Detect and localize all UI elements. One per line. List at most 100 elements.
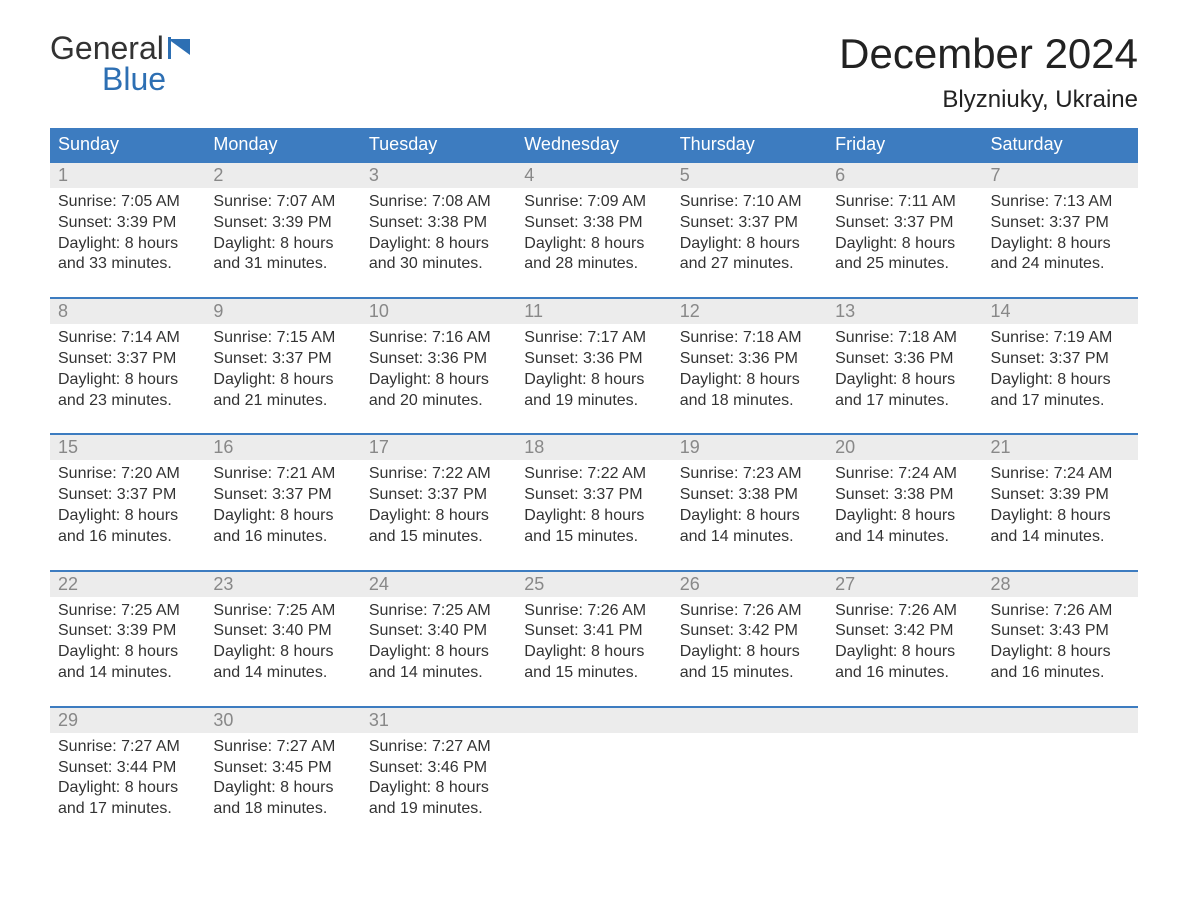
day-header-cell: Sunday bbox=[50, 128, 205, 161]
day-number: 31 bbox=[361, 708, 516, 733]
daylight-line2: and 16 minutes. bbox=[58, 527, 197, 548]
daylight-line1: Daylight: 8 hours bbox=[991, 234, 1130, 255]
daylight-line2: and 28 minutes. bbox=[524, 254, 663, 275]
sunrise-line: Sunrise: 7:23 AM bbox=[680, 464, 819, 485]
daylight-line2: and 23 minutes. bbox=[58, 391, 197, 412]
daylight-line2: and 17 minutes. bbox=[991, 391, 1130, 412]
day-cell: Sunrise: 7:18 AMSunset: 3:36 PMDaylight:… bbox=[672, 324, 827, 415]
day-header-cell: Tuesday bbox=[361, 128, 516, 161]
day-cell bbox=[827, 733, 982, 824]
week: 293031 Sunrise: 7:27 AMSunset: 3:44 PMDa… bbox=[50, 706, 1138, 824]
sunset-line: Sunset: 3:45 PM bbox=[213, 758, 352, 779]
sunrise-line: Sunrise: 7:16 AM bbox=[369, 328, 508, 349]
daylight-line2: and 27 minutes. bbox=[680, 254, 819, 275]
day-number: 24 bbox=[361, 572, 516, 597]
sunrise-line: Sunrise: 7:19 AM bbox=[991, 328, 1130, 349]
day-number bbox=[983, 708, 1138, 733]
day-header-row: SundayMondayTuesdayWednesdayThursdayFrid… bbox=[50, 128, 1138, 161]
day-number-row: 1234567 bbox=[50, 161, 1138, 188]
day-cell bbox=[672, 733, 827, 824]
day-cell: Sunrise: 7:27 AMSunset: 3:46 PMDaylight:… bbox=[361, 733, 516, 824]
day-cell: Sunrise: 7:26 AMSunset: 3:43 PMDaylight:… bbox=[983, 597, 1138, 688]
sunset-line: Sunset: 3:41 PM bbox=[524, 621, 663, 642]
day-body-row: Sunrise: 7:05 AMSunset: 3:39 PMDaylight:… bbox=[50, 188, 1138, 279]
sunset-line: Sunset: 3:38 PM bbox=[680, 485, 819, 506]
day-cell: Sunrise: 7:10 AMSunset: 3:37 PMDaylight:… bbox=[672, 188, 827, 279]
title-block: December 2024 Blyzniuky, Ukraine bbox=[839, 30, 1138, 114]
day-cell: Sunrise: 7:13 AMSunset: 3:37 PMDaylight:… bbox=[983, 188, 1138, 279]
daylight-line1: Daylight: 8 hours bbox=[991, 370, 1130, 391]
sunset-line: Sunset: 3:37 PM bbox=[213, 349, 352, 370]
daylight-line2: and 15 minutes. bbox=[524, 663, 663, 684]
sunrise-line: Sunrise: 7:25 AM bbox=[369, 601, 508, 622]
day-cell: Sunrise: 7:08 AMSunset: 3:38 PMDaylight:… bbox=[361, 188, 516, 279]
day-number: 7 bbox=[983, 163, 1138, 188]
sunrise-line: Sunrise: 7:24 AM bbox=[991, 464, 1130, 485]
day-cell: Sunrise: 7:27 AMSunset: 3:44 PMDaylight:… bbox=[50, 733, 205, 824]
daylight-line1: Daylight: 8 hours bbox=[369, 370, 508, 391]
day-cell: Sunrise: 7:23 AMSunset: 3:38 PMDaylight:… bbox=[672, 460, 827, 551]
day-number: 25 bbox=[516, 572, 671, 597]
daylight-line1: Daylight: 8 hours bbox=[58, 778, 197, 799]
daylight-line1: Daylight: 8 hours bbox=[213, 778, 352, 799]
day-number: 19 bbox=[672, 435, 827, 460]
day-cell bbox=[516, 733, 671, 824]
sunrise-line: Sunrise: 7:27 AM bbox=[369, 737, 508, 758]
daylight-line1: Daylight: 8 hours bbox=[58, 234, 197, 255]
daylight-line2: and 16 minutes. bbox=[835, 663, 974, 684]
location: Blyzniuky, Ukraine bbox=[839, 86, 1138, 114]
sunrise-line: Sunrise: 7:26 AM bbox=[680, 601, 819, 622]
sunrise-line: Sunrise: 7:11 AM bbox=[835, 192, 974, 213]
daylight-line2: and 18 minutes. bbox=[680, 391, 819, 412]
sunset-line: Sunset: 3:37 PM bbox=[369, 485, 508, 506]
day-number: 13 bbox=[827, 299, 982, 324]
daylight-line1: Daylight: 8 hours bbox=[524, 506, 663, 527]
day-number-row: 15161718192021 bbox=[50, 433, 1138, 460]
day-cell: Sunrise: 7:22 AMSunset: 3:37 PMDaylight:… bbox=[361, 460, 516, 551]
daylight-line2: and 15 minutes. bbox=[369, 527, 508, 548]
day-number: 15 bbox=[50, 435, 205, 460]
daylight-line1: Daylight: 8 hours bbox=[680, 642, 819, 663]
day-cell: Sunrise: 7:26 AMSunset: 3:41 PMDaylight:… bbox=[516, 597, 671, 688]
day-number: 9 bbox=[205, 299, 360, 324]
sunrise-line: Sunrise: 7:25 AM bbox=[213, 601, 352, 622]
sunset-line: Sunset: 3:36 PM bbox=[835, 349, 974, 370]
sunrise-line: Sunrise: 7:18 AM bbox=[680, 328, 819, 349]
sunset-line: Sunset: 3:39 PM bbox=[58, 621, 197, 642]
day-number bbox=[516, 708, 671, 733]
daylight-line1: Daylight: 8 hours bbox=[213, 234, 352, 255]
daylight-line2: and 14 minutes. bbox=[58, 663, 197, 684]
daylight-line2: and 14 minutes. bbox=[680, 527, 819, 548]
day-cell: Sunrise: 7:15 AMSunset: 3:37 PMDaylight:… bbox=[205, 324, 360, 415]
sunrise-line: Sunrise: 7:09 AM bbox=[524, 192, 663, 213]
sunrise-line: Sunrise: 7:26 AM bbox=[835, 601, 974, 622]
day-number: 10 bbox=[361, 299, 516, 324]
day-number-row: 22232425262728 bbox=[50, 570, 1138, 597]
daylight-line1: Daylight: 8 hours bbox=[58, 506, 197, 527]
day-number bbox=[827, 708, 982, 733]
sunrise-line: Sunrise: 7:27 AM bbox=[213, 737, 352, 758]
sunset-line: Sunset: 3:39 PM bbox=[58, 213, 197, 234]
sunrise-line: Sunrise: 7:07 AM bbox=[213, 192, 352, 213]
day-body-row: Sunrise: 7:14 AMSunset: 3:37 PMDaylight:… bbox=[50, 324, 1138, 415]
daylight-line2: and 18 minutes. bbox=[213, 799, 352, 820]
week: 15161718192021Sunrise: 7:20 AMSunset: 3:… bbox=[50, 433, 1138, 551]
day-number: 12 bbox=[672, 299, 827, 324]
sunrise-line: Sunrise: 7:25 AM bbox=[58, 601, 197, 622]
daylight-line2: and 17 minutes. bbox=[835, 391, 974, 412]
day-number: 20 bbox=[827, 435, 982, 460]
sunset-line: Sunset: 3:38 PM bbox=[835, 485, 974, 506]
daylight-line1: Daylight: 8 hours bbox=[991, 506, 1130, 527]
daylight-line1: Daylight: 8 hours bbox=[369, 642, 508, 663]
daylight-line2: and 15 minutes. bbox=[524, 527, 663, 548]
day-cell: Sunrise: 7:20 AMSunset: 3:37 PMDaylight:… bbox=[50, 460, 205, 551]
day-cell: Sunrise: 7:25 AMSunset: 3:39 PMDaylight:… bbox=[50, 597, 205, 688]
daylight-line2: and 21 minutes. bbox=[213, 391, 352, 412]
sunset-line: Sunset: 3:42 PM bbox=[680, 621, 819, 642]
sunset-line: Sunset: 3:36 PM bbox=[369, 349, 508, 370]
day-body-row: Sunrise: 7:25 AMSunset: 3:39 PMDaylight:… bbox=[50, 597, 1138, 688]
page-header: General Blue December 2024 Blyzniuky, Uk… bbox=[50, 30, 1138, 114]
daylight-line1: Daylight: 8 hours bbox=[58, 642, 197, 663]
sunrise-line: Sunrise: 7:15 AM bbox=[213, 328, 352, 349]
sunset-line: Sunset: 3:46 PM bbox=[369, 758, 508, 779]
